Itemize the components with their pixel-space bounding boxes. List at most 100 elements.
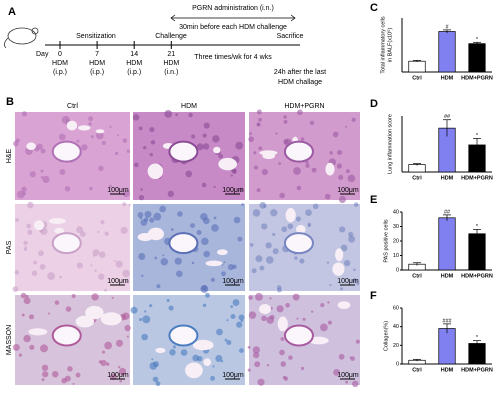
cell [100,359,107,367]
cell [296,317,299,320]
cell [88,122,92,126]
cell [104,231,109,236]
cell [172,345,176,349]
cell [120,226,128,235]
cell [202,143,210,150]
cell [192,354,200,362]
cell [111,296,114,299]
day-number: 21 [167,51,175,58]
cell [81,144,88,151]
day-number: 0 [58,51,62,58]
cell [15,218,19,222]
cell [91,293,99,301]
cell [287,223,294,230]
cell [310,310,314,313]
cell [202,217,210,225]
cell [216,328,223,336]
cell [100,220,105,225]
alveolus [66,120,78,131]
column-header: HDM [181,103,197,110]
cell [190,223,195,229]
cell [293,167,301,175]
cell [41,364,49,372]
cell [71,294,76,299]
cell [237,236,243,242]
bar [468,343,486,365]
cell [249,243,254,247]
day-route: (i.p.) [127,69,141,76]
cell [38,250,44,257]
y-axis-label: in BALF(x10⁵) [386,28,393,63]
cell [180,349,188,356]
pgrn-label: PGRN administration (i.n.) [192,5,274,12]
row-label: MASSON [6,325,13,355]
cell [25,294,29,298]
cell [212,365,215,368]
cell [101,140,106,145]
cell [223,261,226,264]
cell [58,133,66,141]
significance: * [476,335,479,341]
cell [188,112,193,118]
cell [327,320,332,325]
cell [255,255,263,263]
cell [356,282,360,286]
cell [226,339,232,346]
significance: ### [442,318,452,324]
airway [283,232,314,255]
pgrn-label: 30min before each HDM challenge [179,24,287,31]
cell [329,283,332,287]
cell [23,297,31,305]
y-tick-label: 30 [393,224,399,230]
day-route: (i.n.) [164,69,178,76]
significance: * [476,37,479,43]
cell [224,338,228,342]
x-tick-label: HDM+PGRN [461,367,493,373]
scale-label: 100μm [222,278,244,285]
cell [248,136,254,143]
cell [31,270,38,276]
panel-label: A [8,6,16,18]
histology-image: 100μm [133,203,245,293]
histology-image: 100μm [247,292,360,388]
alveolus [259,150,278,156]
cell [137,211,144,218]
cell [64,186,71,192]
cell [72,382,75,385]
cell [263,204,267,208]
cell [213,185,216,188]
bar [438,328,456,365]
cell [235,141,244,150]
sacrifice-note: 24h after the last [274,69,326,76]
cell [296,185,302,191]
y-axis-label: Total inflammatory cells [380,16,386,73]
cell [302,317,306,321]
cell [261,223,268,230]
cell [320,323,328,332]
cell [14,270,20,275]
airway [51,140,82,163]
cell [140,188,143,191]
cell [133,162,139,168]
cell [238,314,245,321]
cell [307,224,311,228]
cell [156,284,161,289]
cell [23,247,28,251]
cell [276,305,284,313]
alveolus [325,162,335,176]
column-header: Ctrl [67,103,78,110]
cell [338,174,344,180]
cell [327,301,330,304]
bar [408,60,426,73]
cell [149,217,155,223]
cell [247,345,251,349]
cell [166,298,170,302]
cell [329,151,333,155]
cell [21,313,25,317]
cell [29,344,35,350]
cell [336,163,343,169]
cell [40,344,48,353]
cell [98,165,104,172]
cell [339,226,346,233]
